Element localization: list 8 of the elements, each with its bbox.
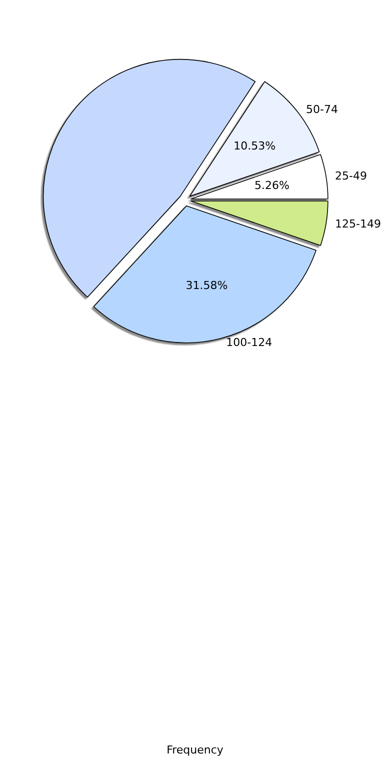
slice-label: 50-74 xyxy=(306,103,338,116)
slice-label: 125-149 xyxy=(334,218,381,231)
text: Frequency xyxy=(166,744,224,756)
slice-label: 100-124 xyxy=(226,336,272,349)
data-label: 31.58% xyxy=(186,278,228,292)
data-label: 5.26% xyxy=(254,178,290,192)
data-label: 10.53% xyxy=(234,139,276,152)
slice-label: 25-49 xyxy=(334,169,367,182)
